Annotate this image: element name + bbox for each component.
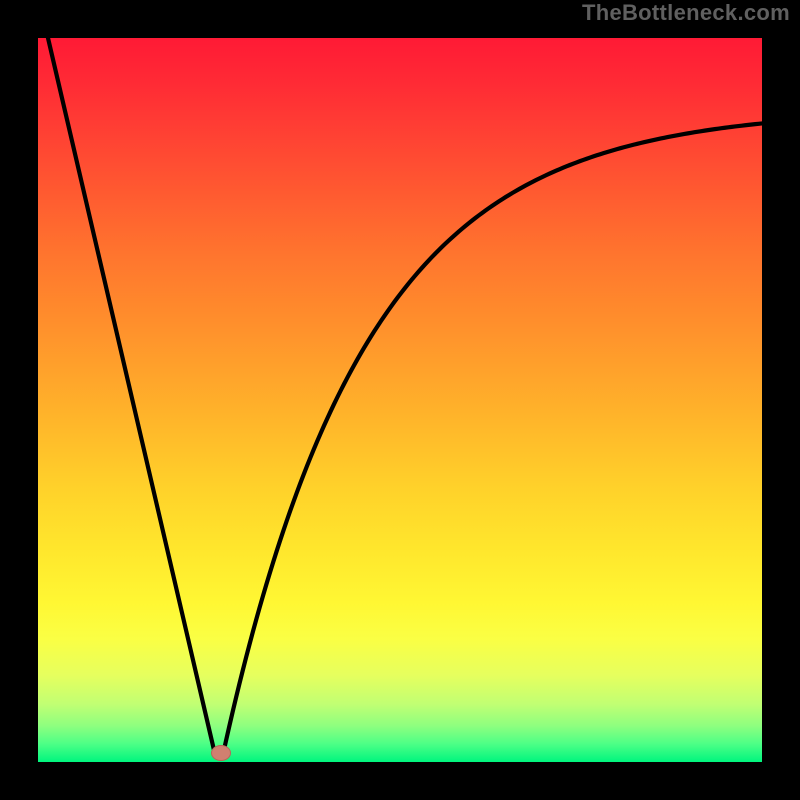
watermark-text: TheBottleneck.com: [582, 0, 790, 26]
chart-gradient-background: [38, 38, 762, 762]
optimal-point-marker: [211, 745, 231, 761]
chart-plot-area: [38, 38, 762, 762]
